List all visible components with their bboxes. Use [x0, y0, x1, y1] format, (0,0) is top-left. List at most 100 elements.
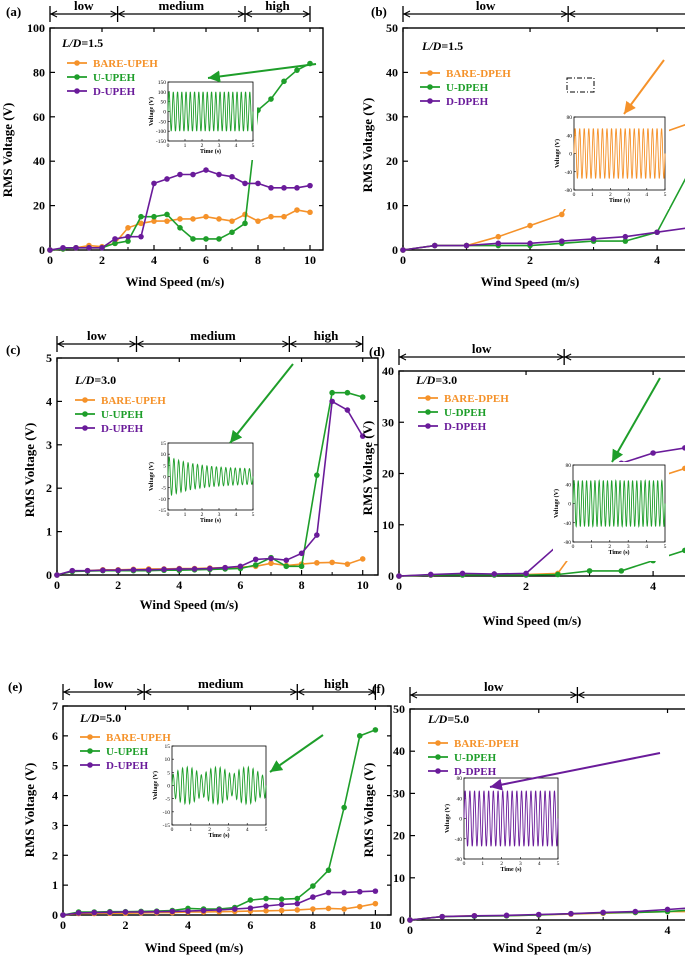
inset-y-tick-label: 40 — [457, 796, 463, 802]
inset-x-axis-title: Time (s) — [608, 549, 629, 556]
inset-x-tick-label: 4 — [645, 192, 648, 198]
x-tick-label: 10 — [357, 578, 369, 592]
inset-y-axis-title: Voltage (V) — [152, 771, 159, 800]
inset-y-tick-label: -80 — [455, 857, 463, 863]
data-point — [372, 900, 379, 907]
legend-label: D-UPEH — [93, 86, 136, 98]
y-tick-label: 20 — [382, 467, 394, 481]
legend-label: BARE-DPEH — [444, 393, 509, 405]
panel-label: (e) — [8, 679, 22, 694]
x-tick-label: 4 — [151, 253, 157, 267]
x-tick-label: 4 — [654, 253, 660, 267]
inset-y-tick-label: 150 — [158, 80, 167, 86]
inset-x-tick-label: 2 — [201, 143, 204, 149]
data-point — [176, 566, 183, 572]
inset-x-tick-label: 0 — [573, 192, 576, 198]
y-tick-label: 3 — [46, 438, 52, 452]
data-point — [242, 220, 248, 227]
band-label-medium: medium — [159, 0, 205, 13]
legend-label: U-UPEH — [101, 409, 144, 421]
y-tick-label: 5 — [46, 351, 52, 365]
data-point — [298, 550, 305, 557]
inset-x-tick-label: 3 — [227, 827, 230, 833]
inset-y-tick-label: -100 — [156, 129, 166, 135]
legend-marker — [435, 754, 441, 760]
data-point — [283, 557, 290, 564]
data-point — [664, 906, 671, 913]
y-tick-label: 10 — [386, 199, 398, 213]
inset-x-tick-label: 1 — [591, 192, 594, 198]
inset-y-tick-label: 0 — [568, 502, 571, 508]
inset-x-tick-label: 1 — [189, 827, 192, 833]
legend-label: BARE-UPEH — [106, 732, 171, 744]
legend-label: BARE-DPEH — [454, 738, 519, 750]
band-label-medium: medium — [190, 328, 236, 343]
data-point — [268, 560, 274, 567]
data-point — [294, 900, 301, 907]
data-point — [682, 445, 685, 451]
data-point — [310, 894, 316, 900]
data-point — [138, 220, 144, 227]
inset-y-tick-label: 40 — [566, 482, 572, 488]
legend-label: U-UPEH — [93, 72, 136, 84]
legend-marker — [427, 70, 433, 76]
legend: BARE-UPEH U-UPEH D-UPEH — [67, 58, 158, 98]
x-tick-label: 6 — [247, 918, 253, 932]
y-tick-label: 0 — [52, 908, 58, 922]
inset-wave-line — [167, 456, 254, 497]
data-point — [164, 211, 170, 218]
data-point — [151, 218, 157, 224]
legend-marker — [427, 98, 433, 104]
data-point — [263, 895, 269, 902]
data-point — [356, 733, 363, 739]
data-point — [325, 889, 332, 896]
inset-x-axis-title: Time (s) — [200, 517, 221, 524]
legend-label: BARE-DPEH — [446, 68, 511, 80]
data-point — [177, 225, 183, 231]
series-d-upeh — [47, 167, 313, 253]
ld-annotation: L/D=5.0 — [79, 711, 121, 725]
data-point — [252, 562, 259, 568]
inset-wave-line — [171, 765, 267, 806]
inset-x-tick-label: 2 — [608, 544, 611, 550]
data-point — [341, 889, 347, 896]
inset-x-tick-label: 4 — [645, 544, 648, 550]
legend-label: D-UPEH — [101, 423, 144, 435]
data-point — [122, 909, 129, 915]
x-tick-label: 4 — [650, 579, 656, 593]
y-tick-label: 2 — [46, 481, 52, 495]
inset-wave-line — [463, 790, 559, 847]
data-point — [471, 912, 478, 919]
inset-y-tick-label: -15 — [159, 508, 167, 514]
y-axis-title: RMS Voltage (V) — [361, 763, 376, 858]
inset-wave-line — [573, 128, 666, 179]
data-point — [191, 566, 198, 572]
data-point — [650, 450, 656, 456]
inset-y-tick-label: 0 — [459, 817, 462, 823]
x-tick-label: 2 — [99, 253, 105, 267]
data-point — [294, 67, 300, 73]
data-point — [325, 867, 332, 874]
ld-annotation: L/D=1.5 — [61, 36, 103, 50]
inset-x-tick-label: 2 — [201, 512, 204, 518]
series-line — [402, 124, 685, 251]
pointer-arrow — [623, 59, 665, 115]
inset-x-tick-label: 3 — [519, 861, 522, 867]
inset-waveform: 0 1 2 3 4 5 -15 -10 -5 0 5 10 15 Time (s) Voltage (V) — [152, 743, 270, 844]
data-point — [190, 216, 196, 222]
legend-marker — [74, 74, 80, 80]
x-tick-label: 2 — [536, 923, 542, 937]
data-point — [203, 167, 209, 173]
band-label-low: low — [472, 341, 492, 356]
data-point — [329, 559, 335, 566]
y-tick-label: 5 — [52, 759, 58, 773]
inset-x-tick-label: 5 — [557, 861, 560, 867]
data-point — [255, 218, 261, 224]
inset-x-tick-label: 3 — [218, 512, 221, 518]
data-point — [341, 804, 347, 811]
